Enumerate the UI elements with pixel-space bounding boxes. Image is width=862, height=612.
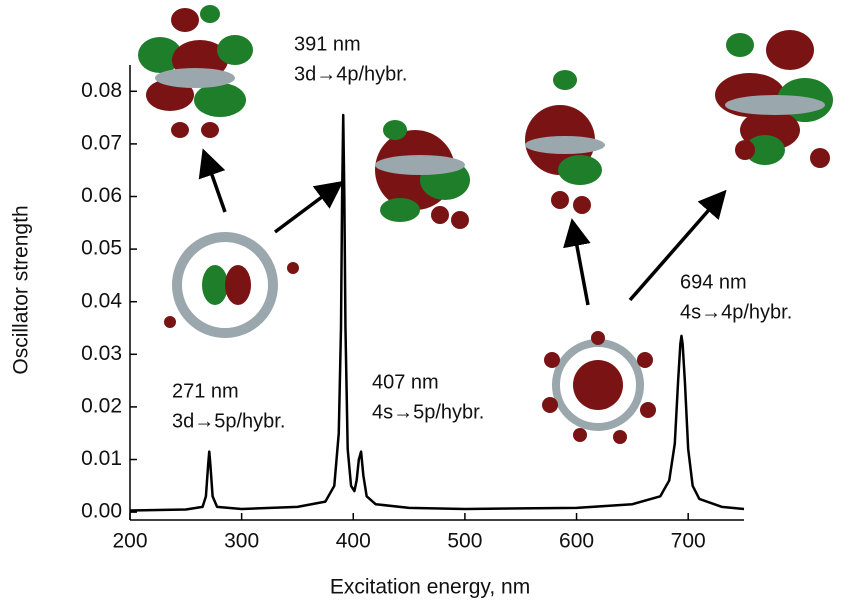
y-tick-label: 0.05 [81,237,122,260]
x-tick-label: 200 [112,530,147,553]
y-tick-label: 0.06 [81,184,122,207]
annotation: 3d→4p/hybr. [294,63,407,85]
annotation: 407 nm [372,371,439,393]
y-tick-label: 0.03 [81,342,122,365]
orbital-bottom-right [542,331,656,444]
orbital-right-middle [525,70,605,214]
y-tick-label: 0.08 [81,79,122,102]
orbital-center [164,237,299,333]
annotation: 4s→5p/hybr. [372,401,484,423]
y-tick-label: 0.00 [81,500,122,523]
y-tick-label: 0.04 [81,289,122,312]
annotation: 4s→4p/hybr. [680,301,792,323]
y-tick-label: 0.07 [81,131,122,154]
x-tick-label: 500 [447,530,482,553]
x-tick-label: 300 [224,530,259,553]
chart: Excitation energy, nm Oscillator strengt… [0,0,862,612]
annotation: 694 nm [680,271,747,293]
orbital-middle [375,120,470,229]
x-tick-label: 400 [336,530,371,553]
y-tick-label: 0.01 [81,447,122,470]
orbital-right-top [715,30,833,168]
y-axis-label: Oscillator strength [10,205,33,374]
annotation: 3d→5p/hybr. [172,410,285,432]
x-tick-label: 600 [559,530,594,553]
orbital-top-left [138,5,253,138]
x-tick-label: 700 [671,530,706,553]
annotation: 271 nm [172,380,239,402]
orbital-images [138,5,833,444]
x-axis-label: Excitation energy, nm [330,576,530,599]
y-tick-label: 0.02 [81,394,122,417]
annotation: 391 nm [294,33,361,55]
